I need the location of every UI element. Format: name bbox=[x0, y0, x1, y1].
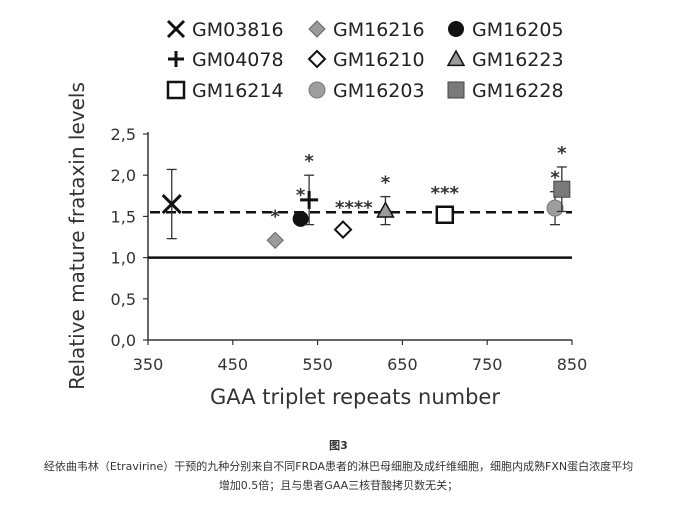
point-marker-shape bbox=[266, 231, 284, 250]
point-marker-shape bbox=[292, 210, 309, 227]
data-point bbox=[161, 168, 182, 240]
y-tick-label: 1,5 bbox=[111, 207, 136, 226]
legend-item: GM16205 bbox=[448, 19, 564, 41]
y-axis-label: Relative mature frataxin levels bbox=[65, 82, 89, 390]
x-tick-label: 650 bbox=[387, 355, 418, 374]
legend-label: GM16223 bbox=[472, 49, 564, 71]
data-point: *** bbox=[431, 183, 460, 225]
point-marker-shape bbox=[553, 180, 571, 198]
legend-marker-shape bbox=[308, 20, 326, 38]
point-marker bbox=[292, 210, 309, 227]
data-point: * bbox=[553, 143, 571, 213]
point-marker-stroke-b bbox=[161, 193, 182, 215]
figure-caption-line-1: 经依曲韦林（Etravirine）干预的九种分别来自不同FRDA患者的淋巴母细胞… bbox=[43, 460, 634, 473]
figure-caption-title: 图3 bbox=[329, 439, 348, 452]
figure-caption-line-2: 增加0.5倍；且与患者GAA三核苷酸拷贝数无关； bbox=[218, 479, 459, 492]
legend-marker bbox=[307, 49, 327, 69]
significance-stars: *** bbox=[431, 183, 460, 204]
legend-item: GM16228 bbox=[447, 80, 564, 102]
y-tick-label: 0,0 bbox=[111, 331, 136, 350]
legend-item: GM04078 bbox=[168, 49, 284, 71]
y-tick-label: 0,5 bbox=[111, 290, 136, 309]
significance-stars: * bbox=[381, 173, 391, 194]
x-tick-label: 350 bbox=[133, 355, 164, 374]
legend-item: GM16223 bbox=[446, 49, 564, 71]
x-tick-label: 550 bbox=[302, 355, 333, 374]
point-marker bbox=[333, 220, 353, 239]
legend-item: GM16210 bbox=[307, 49, 425, 71]
legend-marker-shape bbox=[166, 80, 186, 100]
legend-marker bbox=[166, 80, 186, 100]
legend-item: GM16214 bbox=[166, 80, 284, 102]
legend-label: GM16228 bbox=[472, 80, 564, 102]
legend-marker-stroke-b bbox=[166, 19, 186, 39]
data-point: * bbox=[266, 206, 284, 250]
significance-stars: **** bbox=[335, 198, 373, 219]
x-tick-label: 450 bbox=[218, 355, 249, 374]
data-point: * bbox=[300, 151, 319, 226]
legend-marker bbox=[308, 20, 326, 38]
significance-stars: * bbox=[296, 185, 306, 206]
point-marker-shape bbox=[333, 220, 353, 239]
point-marker bbox=[300, 190, 319, 209]
legend-marker bbox=[168, 51, 184, 67]
point-marker-shape bbox=[376, 201, 395, 218]
x-tick-label: 850 bbox=[557, 355, 588, 374]
y-tick-label: 2,0 bbox=[111, 166, 136, 185]
frataxin-scatter-chart: GM03816 GM16216 GM16205 GM04078 GM16210 GM162… bbox=[65, 19, 588, 409]
legend-label: GM16214 bbox=[192, 80, 284, 102]
y-axis-label-group: Relative mature frataxin levels bbox=[65, 82, 89, 390]
x-tick-label: 750 bbox=[472, 355, 503, 374]
y-tick-label: 1,0 bbox=[111, 249, 136, 268]
data-point: **** bbox=[333, 198, 373, 239]
legend-item: GM16216 bbox=[308, 19, 425, 41]
point-marker bbox=[376, 201, 395, 218]
data-point: * bbox=[292, 185, 309, 227]
point-marker-shape bbox=[435, 205, 455, 225]
point-marker bbox=[546, 199, 564, 217]
legend-marker-shape bbox=[308, 81, 326, 99]
point-marker bbox=[553, 180, 571, 198]
legend-marker bbox=[308, 81, 326, 99]
legend-marker-shape bbox=[447, 81, 465, 99]
significance-stars: * bbox=[550, 168, 560, 189]
point-marker bbox=[161, 193, 182, 215]
legend-marker-shape bbox=[307, 49, 327, 69]
legend-item: GM16203 bbox=[308, 80, 425, 102]
legend-label: GM16210 bbox=[333, 49, 425, 71]
point-marker bbox=[266, 231, 284, 250]
legend-item: GM03816 bbox=[166, 19, 284, 41]
y-tick-label: 2,5 bbox=[111, 125, 136, 144]
legend-label: GM16216 bbox=[333, 19, 425, 41]
legend-marker bbox=[447, 81, 465, 99]
chart-legend: GM03816 GM16216 GM16205 GM04078 GM16210 GM162… bbox=[166, 19, 564, 102]
x-axis-label: GAA triplet repeats number bbox=[210, 385, 500, 409]
legend-label: GM16203 bbox=[333, 80, 425, 102]
legend-label: GM16205 bbox=[472, 19, 564, 41]
point-marker bbox=[435, 205, 455, 225]
data-point: * bbox=[546, 168, 564, 226]
legend-marker bbox=[448, 21, 464, 37]
legend-marker bbox=[166, 19, 186, 39]
data-point: * bbox=[376, 173, 395, 226]
legend-label: GM03816 bbox=[192, 19, 284, 41]
legend-label: GM04078 bbox=[192, 49, 284, 71]
significance-stars: * bbox=[557, 143, 567, 164]
significance-stars: * bbox=[304, 151, 314, 172]
legend-marker-shape bbox=[448, 21, 464, 37]
legend-marker bbox=[446, 49, 466, 67]
significance-stars: * bbox=[270, 206, 280, 227]
point-marker-shape bbox=[546, 199, 564, 217]
legend-marker-shape bbox=[446, 49, 466, 67]
